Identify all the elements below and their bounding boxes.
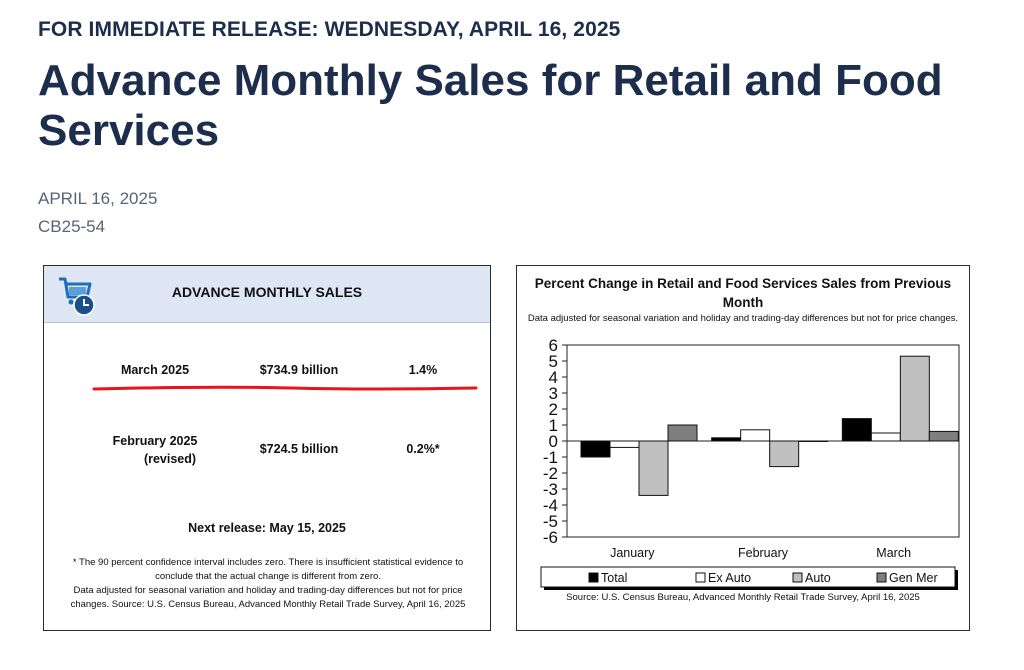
y-tick-label: 3 (549, 384, 558, 403)
bar-auto (769, 440, 800, 468)
chart-title: Percent Change in Retail and Food Servic… (534, 276, 952, 310)
red-highlight-underline (92, 385, 478, 391)
legend-swatch (588, 572, 599, 583)
sales-value: $734.9 billion (259, 363, 339, 377)
percent-change-chart-box: Percent Change in Retail and Food Servic… (516, 265, 970, 631)
chart-subtitle: Data adjusted for seasonal variation and… (527, 313, 959, 324)
bar-ex-auto (740, 429, 771, 442)
bar-gen-mer (667, 424, 698, 442)
footnote: * The 90 percent confidence interval inc… (56, 556, 480, 612)
y-tick-label: 1 (549, 416, 558, 435)
period-label: March 2025 (120, 363, 190, 377)
period-note: (revised) (143, 452, 197, 466)
legend-label: Auto (805, 571, 831, 585)
legend-swatch (792, 572, 803, 583)
period-name: February 2025 (112, 434, 198, 448)
release-number: CB25-54 (38, 217, 106, 236)
y-tick-label: -1 (543, 448, 558, 467)
legend-box (540, 566, 956, 588)
bar-auto (638, 440, 669, 496)
y-tick-label: -3 (543, 480, 558, 499)
next-release-date: Next release: May 15, 2025 (188, 521, 346, 535)
page-title: Advance Monthly Sales for Retail and Foo… (38, 56, 943, 155)
summary-box-title: ADVANCE MONTHLY SALES (171, 284, 363, 300)
shopping-cart-clock-icon (59, 277, 95, 316)
footnote-source: Data adjusted for seasonal variation and… (70, 585, 466, 610)
bar-total (841, 418, 872, 442)
bar-auto (899, 355, 930, 442)
sales-value: $724.5 billion (259, 442, 339, 456)
chart-source: Source: U.S. Census Bureau, Advanced Mon… (566, 592, 920, 603)
y-tick-label: -4 (543, 496, 558, 515)
legend-label: Ex Auto (708, 571, 751, 585)
percent-change: 1.4% (408, 363, 438, 377)
bar-ex-auto (609, 440, 640, 448)
y-tick-label: 5 (549, 352, 558, 371)
y-tick-label: 0 (549, 432, 558, 451)
bar-total (580, 440, 611, 458)
legend-swatch (876, 572, 887, 583)
y-tick-label: 4 (549, 368, 558, 387)
legend-label: Total (601, 571, 627, 585)
x-category-label: January (610, 546, 655, 560)
y-tick-label: 2 (549, 400, 558, 419)
y-tick-label: -6 (543, 528, 558, 547)
x-category-label: February (738, 546, 789, 560)
period-label: February 2025 (revised) (96, 432, 214, 468)
x-category-label: March (876, 546, 911, 560)
legend-label: Gen Mer (889, 571, 938, 585)
legend-swatch (695, 572, 706, 583)
release-date-kicker: FOR IMMEDIATE RELEASE: WEDNESDAY, APRIL … (38, 18, 621, 41)
footnote-confidence: * The 90 percent confidence interval inc… (72, 557, 464, 582)
y-tick-label: -2 (543, 464, 558, 483)
y-tick-label: 6 (549, 336, 558, 355)
y-tick-label: -5 (543, 512, 558, 531)
bar-gen-mer (798, 440, 829, 442)
publication-date: APRIL 16, 2025 (38, 189, 158, 208)
advance-monthly-sales-box: ADVANCE MONTHLY SALES March 2025 $734.9 … (43, 265, 491, 631)
bar-total (711, 437, 742, 442)
bar-gen-mer (928, 430, 959, 442)
percent-change: 0.2%* (406, 442, 440, 456)
bar-ex-auto (870, 432, 901, 442)
summary-box-header: ADVANCE MONTHLY SALES (44, 266, 490, 323)
